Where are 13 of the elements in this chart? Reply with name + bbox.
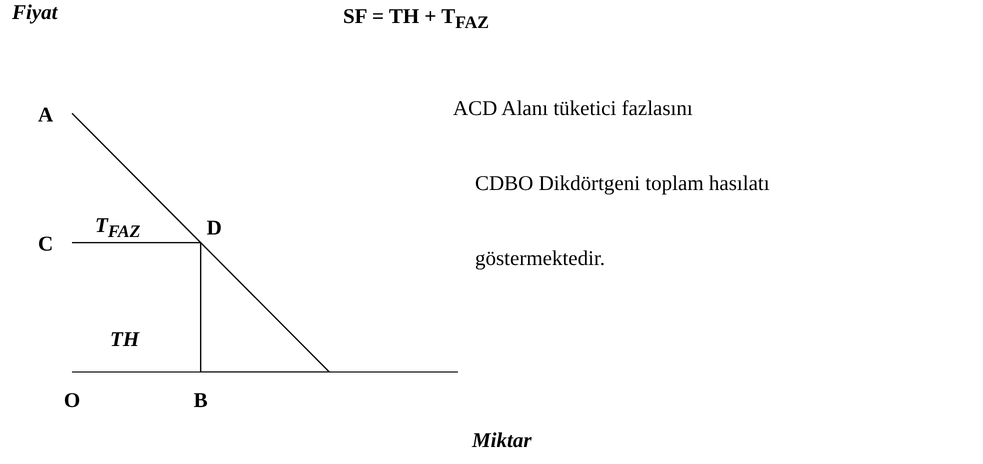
annotation: T$_{FAZ}$ — [95, 213, 140, 242]
annotation: C — [38, 232, 54, 256]
annotation: D — [206, 216, 222, 240]
x-tick-label: B — [194, 388, 208, 412]
annotation: TH — [110, 327, 140, 351]
x-axis-title: Miktar — [472, 428, 532, 452]
y-axis-title: Fiyat — [12, 0, 58, 24]
x-tick-label: O — [64, 388, 80, 412]
text: CDBO Dikdörtgeni toplam hasılatı — [475, 171, 770, 195]
annotation: ACD Alanı tüketici fazlasını — [453, 96, 693, 120]
text: göstermektedir. — [475, 246, 606, 270]
annotation: A — [38, 102, 54, 126]
chart-title: SF = TH + T$_{FAZ}$ — [343, 4, 489, 32]
